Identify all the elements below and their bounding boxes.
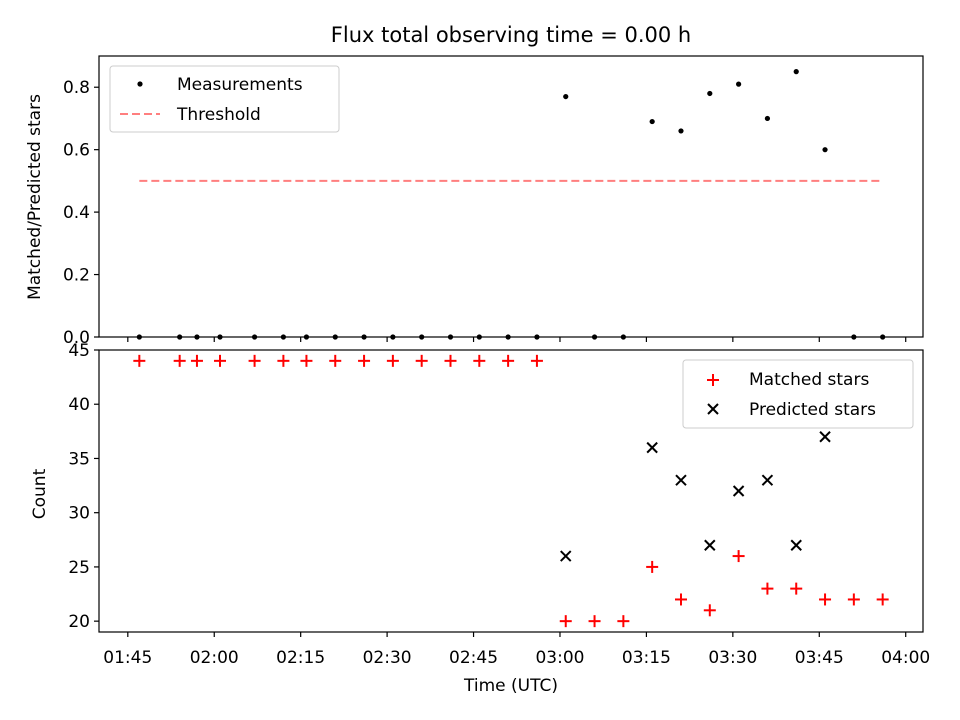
matched-star-point	[386, 354, 399, 367]
matched-star-point	[300, 354, 313, 367]
predicted-star-point	[790, 539, 802, 551]
bottom-y-tick-label: 45	[68, 341, 90, 361]
measurement-point	[707, 90, 713, 97]
matched-star-point	[732, 550, 745, 563]
x-tick-label: 03:30	[708, 648, 757, 668]
bottom-axes-frame	[98, 349, 924, 633]
bottom-panel: 20 25 30 35 40 45 01:45 02:00 02:15 02:30 02:45 03…	[30, 341, 930, 696]
matched-star-point	[703, 604, 716, 617]
bottom-x-ticks: 01:45 02:00 02:15 02:30 02:45 03:00 03:15 03:30…	[103, 632, 930, 668]
matched-star-point	[214, 354, 227, 367]
top-y-ticks: 0.0 0.2 0.4 0.6 0.8	[63, 78, 99, 348]
matched-star-point	[530, 354, 543, 367]
bottom-legend: Matched stars Predicted stars	[682, 359, 914, 429]
measurement-point	[736, 81, 742, 87]
top-y-tick-label: 0.2	[63, 266, 90, 286]
predicted-star-point	[732, 485, 745, 497]
x-axis-label: Time (UTC)	[463, 676, 558, 696]
matched-star-point	[133, 354, 146, 367]
measurement-point	[793, 69, 799, 75]
predicted-star-point	[819, 431, 831, 443]
predicted-star-point	[761, 474, 774, 486]
matched-star-point	[646, 560, 659, 573]
top-y-axis-label: Matched/Predicted stars	[25, 94, 45, 300]
matched-star-point	[674, 593, 687, 606]
matched-star-point	[277, 354, 290, 367]
x-tick-label: 03:15	[622, 648, 671, 668]
measurement-point	[678, 128, 684, 134]
top-panel: 0.00.20.40.60.8 Matched/Predicted stars …	[25, 55, 924, 348]
predicted-star-point	[704, 539, 716, 551]
x-tick-label: 02:15	[276, 648, 325, 668]
x-tick-label: 04:00	[881, 648, 930, 668]
top-x-ticks	[127, 337, 907, 342]
matched-star-point	[819, 593, 832, 606]
top-axes-frame	[98, 55, 924, 338]
x-tick-label: 03:00	[535, 648, 584, 668]
matched-star-point	[876, 593, 889, 606]
x-tick-label: 01:45	[103, 648, 152, 668]
matched-star-point	[473, 354, 486, 367]
matched-star-point	[358, 354, 371, 367]
matched-star-point	[444, 354, 457, 367]
matched-star-point	[248, 354, 261, 367]
top-legend: Measurements Threshold	[109, 65, 340, 133]
bottom-y-ticks: 20 25 30 35 40 45	[68, 341, 99, 632]
predicted-legend-label: Predicted stars	[749, 400, 876, 420]
threshold-legend-label: Threshold	[176, 105, 261, 125]
measurement-point	[563, 93, 569, 100]
matched-star-point	[559, 615, 572, 628]
matched-star-point	[415, 354, 428, 367]
bottom-y-tick-label: 30	[68, 504, 90, 524]
matched-star-point	[173, 354, 186, 367]
bottom-legend-frame	[682, 359, 914, 429]
top-y-tick-label: 0.6	[63, 141, 90, 161]
predicted-star-point	[560, 550, 572, 562]
predicted-star-point	[646, 441, 658, 454]
x-tick-label: 03:45	[795, 648, 844, 668]
measurement-point	[822, 147, 828, 153]
top-y-tick-label: 0.4	[63, 203, 90, 223]
measurement-point	[649, 118, 655, 125]
measurements-legend-marker	[137, 81, 143, 87]
x-tick-label: 02:00	[190, 648, 239, 668]
matched-star-point	[617, 615, 630, 628]
bottom-y-tick-label: 40	[68, 395, 90, 415]
matched-star-point	[847, 593, 860, 606]
top-y-tick-label: 0.0	[63, 328, 90, 348]
matched-legend-label: Matched stars	[749, 370, 869, 390]
matched-legend-marker	[707, 374, 719, 386]
matched-star-point	[190, 354, 203, 367]
measurements-legend-label: Measurements	[177, 75, 303, 95]
bottom-y-tick-label: 35	[68, 449, 90, 469]
matched-star-point	[329, 354, 342, 367]
x-tick-label: 02:30	[363, 648, 412, 668]
predicted-star-point	[675, 474, 687, 486]
bottom-plot-marks	[133, 354, 889, 628]
top-legend-frame	[109, 65, 340, 133]
matched-star-point	[761, 582, 774, 595]
matched-star-point	[588, 615, 601, 628]
matched-star-point	[790, 582, 803, 595]
x-tick-label: 02:45	[449, 648, 498, 668]
measurement-point	[764, 115, 771, 122]
chart-title: Flux total observing time = 0.00 h	[331, 23, 691, 47]
predicted-legend-marker	[707, 403, 719, 415]
top-y-tick-label: 0.8	[63, 78, 90, 98]
matched-star-point	[502, 354, 515, 367]
bottom-y-tick-label: 25	[68, 558, 90, 578]
bottom-y-axis-label: Count	[30, 468, 50, 519]
bottom-y-tick-label: 20	[68, 612, 90, 632]
